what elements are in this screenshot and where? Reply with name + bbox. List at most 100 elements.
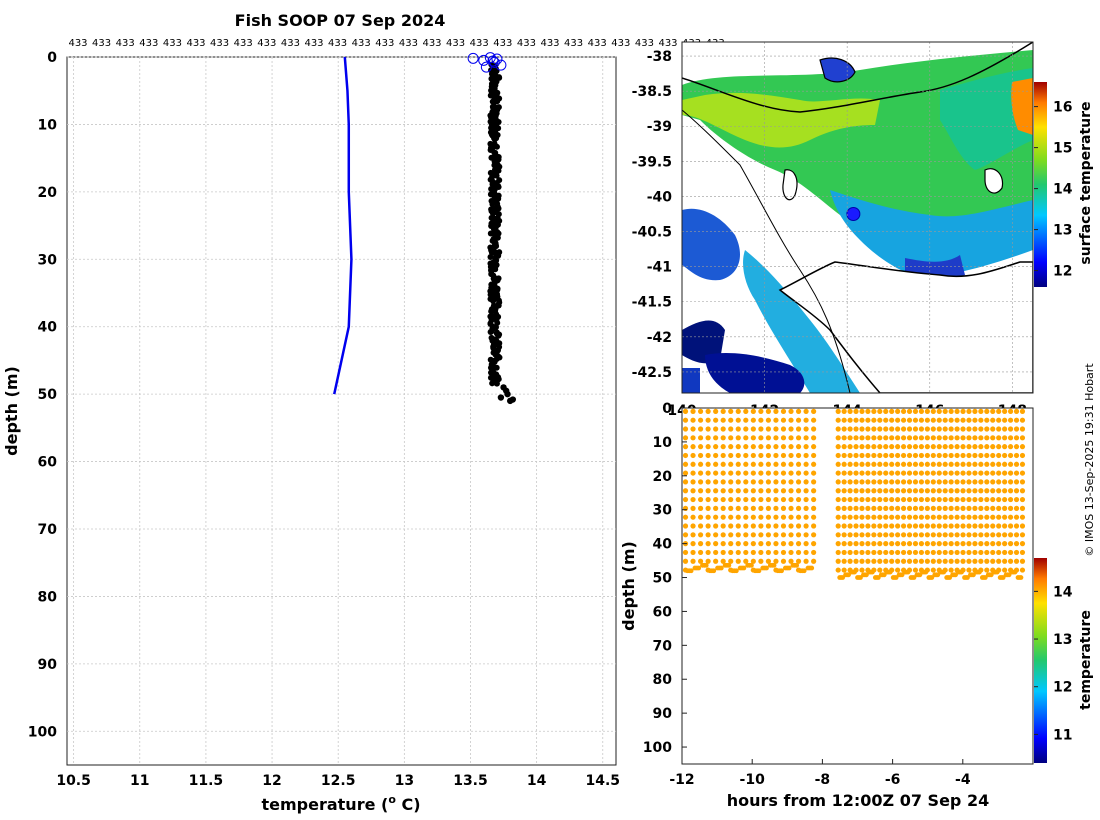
section-point (948, 417, 954, 423)
section-point (690, 523, 696, 529)
section-point (1007, 461, 1014, 467)
section-point (1007, 558, 1014, 564)
section-point (773, 452, 779, 459)
section-point (865, 558, 871, 564)
section-point (871, 496, 877, 503)
section-point (690, 444, 696, 450)
section-point (847, 435, 853, 441)
sst-colorbar-label: surface temperature (1078, 101, 1094, 264)
section-point (865, 435, 871, 441)
surface-point (487, 55, 499, 67)
section-point (871, 444, 877, 450)
section-point (895, 444, 901, 450)
section-point (1007, 426, 1014, 432)
section-point (948, 549, 954, 556)
section-point (1013, 567, 1020, 573)
section-point (978, 461, 984, 467)
section-point (1002, 523, 1008, 529)
section-point (942, 496, 948, 503)
section-point (750, 417, 756, 423)
section-point (682, 558, 689, 564)
section-point (682, 549, 689, 556)
section-point (900, 461, 907, 467)
section-point (966, 523, 972, 529)
section-point (743, 461, 749, 467)
section-point (1007, 488, 1014, 494)
section-point (912, 523, 919, 529)
section-point (960, 435, 966, 441)
sst-patch-deep-2 (705, 353, 805, 393)
section-point (871, 567, 877, 573)
map-lat-ticks: -38 -38.5 -39 -39.5 -40 -40.5 -41 -41.5 -42 -42.5 (632, 49, 673, 381)
lat-tick-label: -40.5 (632, 225, 672, 241)
section-point (895, 496, 901, 503)
section-point (728, 523, 734, 529)
section-point (803, 461, 809, 467)
section-point (765, 496, 772, 503)
section-point (853, 461, 859, 467)
section-point (871, 426, 877, 432)
top-profile-label: 433 (493, 38, 512, 49)
section-point (735, 444, 741, 450)
section-point (750, 408, 756, 414)
top-profile-label: 433 (116, 38, 135, 49)
section-point (936, 426, 942, 432)
section-point (750, 488, 756, 494)
section-point (795, 470, 802, 476)
section-point (847, 532, 853, 538)
section-point (811, 523, 817, 529)
section-point (972, 444, 978, 450)
section-point (1002, 549, 1008, 556)
section-point (1002, 496, 1008, 503)
section-point (930, 488, 936, 494)
section-point (859, 514, 865, 520)
section-point (865, 408, 871, 414)
section-point (847, 541, 853, 547)
sst-patch-hot (1011, 78, 1033, 135)
sst-colorbar-tick-label: 16 (1053, 100, 1072, 116)
section-point (690, 488, 696, 494)
section-point (871, 435, 877, 441)
section-point (918, 452, 925, 459)
section-point (972, 558, 978, 564)
sst-colorbar-tick-label: 12 (1053, 264, 1072, 280)
section-point (841, 496, 847, 503)
section-point (996, 470, 1002, 476)
section-point (773, 505, 779, 511)
section-point (972, 505, 978, 511)
section-point (978, 408, 984, 414)
section-point (1002, 488, 1008, 494)
section-point (682, 514, 689, 520)
section-point (811, 435, 817, 441)
section-point (877, 549, 883, 556)
section-point (871, 549, 877, 556)
observed-point (489, 98, 496, 105)
section-point (960, 452, 966, 459)
section-point (930, 461, 936, 467)
top-profile-label: 433 (611, 38, 630, 49)
section-point (936, 444, 942, 450)
section-point (788, 417, 794, 423)
section-point (972, 541, 978, 547)
section-point (711, 568, 717, 574)
section-point (936, 532, 942, 538)
section-point (780, 470, 787, 476)
section-point (705, 461, 711, 467)
section-point (900, 444, 907, 450)
section-point (883, 549, 889, 556)
section-point (865, 514, 871, 520)
section-point (912, 426, 919, 432)
profile-grid (67, 56, 616, 765)
section-point (877, 444, 883, 450)
section-point (728, 426, 734, 432)
section-point (978, 532, 984, 538)
section-y-tick-label: 90 (653, 706, 673, 722)
section-point (900, 496, 907, 503)
section-point (690, 461, 696, 467)
section-point (705, 488, 711, 494)
section-point (743, 408, 749, 414)
section-point (682, 488, 689, 494)
section-point (765, 558, 772, 564)
section-y-tick-label: 40 (653, 537, 673, 553)
